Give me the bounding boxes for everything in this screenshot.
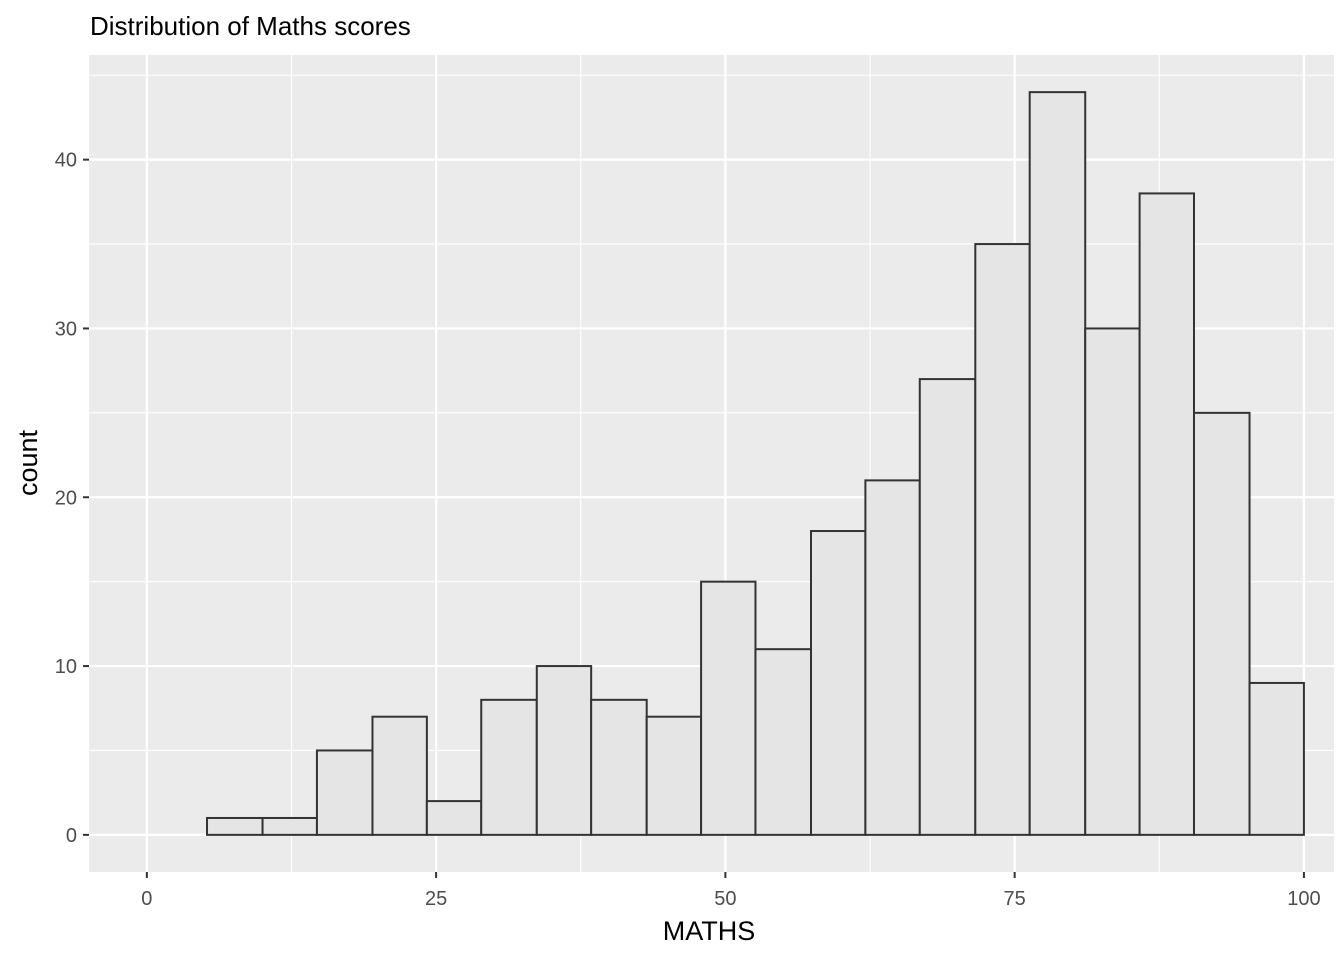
x-tick-label: 50 xyxy=(714,888,736,910)
histogram-bar xyxy=(918,378,977,836)
histogram-bar xyxy=(645,715,703,836)
histogram-bar xyxy=(480,698,538,836)
histogram-bar xyxy=(1138,192,1195,836)
histogram-bar xyxy=(206,816,264,836)
histogram-bar xyxy=(535,665,593,836)
histogram-bar xyxy=(810,530,867,836)
histogram-bars xyxy=(206,91,1305,836)
y-tick-label: 20 xyxy=(55,487,77,509)
histogram-bar xyxy=(1028,91,1087,836)
histogram-bar xyxy=(261,816,318,836)
histogram-bar xyxy=(315,749,374,836)
histogram-bar xyxy=(974,243,1031,836)
x-tick-label: 100 xyxy=(1287,888,1320,910)
x-axis: 0 25 50 75 100 xyxy=(141,872,1321,910)
histogram-bar xyxy=(1248,681,1305,836)
histogram-bar xyxy=(425,800,483,836)
chart-title: Distribution of Maths scores xyxy=(90,11,411,41)
histogram-bar xyxy=(700,580,757,836)
histogram-bar xyxy=(590,698,648,836)
histogram-bar xyxy=(864,479,921,836)
x-tick-label: 0 xyxy=(141,888,152,910)
y-axis: 0 10 20 30 40 xyxy=(55,150,89,847)
x-tick-label: 25 xyxy=(425,888,447,910)
x-tick-label: 75 xyxy=(1004,888,1026,910)
y-tick-label: 10 xyxy=(55,656,77,678)
y-tick-label: 30 xyxy=(55,318,77,340)
histogram-bar xyxy=(1084,327,1141,836)
histogram-bar xyxy=(754,648,813,836)
histogram-bar xyxy=(371,715,428,836)
y-tick-label: 0 xyxy=(66,825,77,847)
x-axis-title: MATHS xyxy=(663,916,756,946)
y-tick-label: 40 xyxy=(55,150,77,172)
histogram-bar xyxy=(1192,411,1251,836)
y-axis-title: count xyxy=(13,429,43,496)
